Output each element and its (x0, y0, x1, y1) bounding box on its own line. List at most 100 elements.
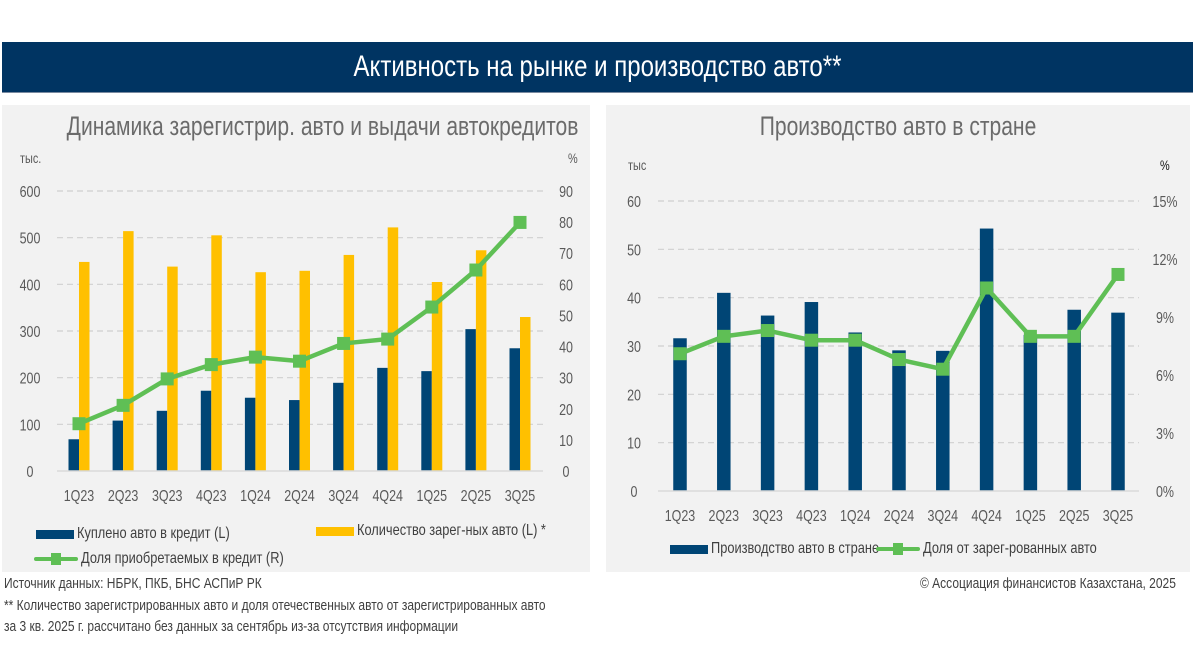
x-tick-label: 2Q23 (108, 488, 139, 506)
y2-tick-label: 0% (1156, 484, 1174, 502)
bar-navy (156, 410, 168, 471)
bar-navy (979, 228, 994, 492)
y2-axis-unit: % (568, 151, 578, 167)
line-marker (381, 332, 395, 346)
line-marker (293, 354, 306, 368)
y-tick-label: 60 (627, 194, 641, 212)
y-tick-label: 600 (20, 184, 41, 202)
x-tick-label: 4Q23 (796, 508, 827, 526)
y-tick-label: 50 (627, 242, 641, 260)
x-tick-label: 3Q23 (752, 508, 783, 526)
line-marker (469, 263, 483, 277)
line-marker (980, 281, 994, 295)
line-marker (513, 215, 527, 229)
bar-navy (804, 302, 819, 491)
chart-title: Динамика зарегистрир. авто и выдачи авто… (66, 111, 579, 141)
x-tick-label: 2Q24 (284, 488, 315, 506)
line-marker (116, 398, 130, 412)
y-tick-label: 0 (631, 484, 638, 502)
legend-label: Доля от зарег-рованных авто (923, 540, 1097, 557)
line-marker (425, 300, 439, 314)
bar-yellow (211, 235, 222, 471)
x-tick-label: 1Q23 (64, 488, 95, 506)
bar-yellow (431, 282, 443, 471)
bar-navy (717, 292, 731, 491)
legend-line-marker (34, 553, 78, 565)
chart-panel-production: Производство авто в стране (606, 105, 1190, 572)
legend-item-registered: Количество зарег-ных авто (L) * (316, 522, 593, 540)
y2-tick-label: 15% (1153, 194, 1178, 212)
legend-item-share-registered: Доля от зарег-рованных авто (876, 540, 1140, 558)
bar-navy (112, 420, 124, 471)
x-tick-label: 2Q23 (709, 508, 740, 526)
legend-item-production: Производство авто в стране (670, 540, 921, 558)
y-tick-label: 30 (627, 339, 641, 357)
x-tick-label: 2Q25 (461, 488, 492, 506)
y2-tick-label: 3% (1156, 426, 1174, 444)
x-tick-label: 3Q25 (505, 488, 536, 506)
y-tick-label: 100 (20, 417, 41, 435)
bar-yellow (299, 270, 310, 471)
x-tick-label: 3Q23 (152, 488, 183, 506)
line-marker (848, 333, 862, 347)
x-tick-label: 4Q23 (196, 488, 227, 506)
x-tick-label: 3Q24 (328, 488, 359, 506)
y2-tick-label: 9% (1156, 310, 1174, 328)
bar-yellow (475, 250, 487, 471)
bar-navy (1023, 334, 1038, 491)
bar-navy (1111, 312, 1125, 491)
x-tick-label: 1Q24 (840, 508, 871, 526)
legend-label: Куплено авто в кредит (L) (77, 525, 230, 542)
bar-yellow (387, 227, 399, 471)
line-marker (1067, 329, 1081, 343)
bar-navy (848, 332, 862, 491)
x-tick-label: 4Q24 (372, 488, 403, 506)
bar-navy (892, 350, 906, 491)
line-marker (160, 372, 174, 386)
bar-navy (936, 350, 950, 491)
y-tick-label: 500 (20, 230, 41, 248)
line-marker (717, 329, 731, 343)
bar-navy (333, 382, 344, 471)
header-banner: Активность на рынке и производство авто*… (2, 42, 1193, 93)
x-tick-label: 2Q24 (884, 508, 915, 526)
bar-yellow (79, 261, 90, 471)
x-tick-label: 4Q24 (971, 508, 1002, 526)
bar-yellow (123, 231, 134, 471)
legend-swatch (670, 544, 708, 554)
legend-item-share-credit: Доля приобретаемых в кредит (R) (34, 550, 334, 568)
page-title: Активность на рынке и производство авто*… (353, 50, 842, 83)
bar-navy (760, 315, 775, 491)
legend-item-credit: Куплено авто в кредит (L) (36, 525, 268, 543)
line-marker (1023, 329, 1037, 343)
bar-navy (68, 439, 79, 471)
bar-yellow (167, 266, 178, 471)
y2-tick-label: 12% (1153, 252, 1178, 270)
y-tick-label: 200 (20, 370, 41, 388)
bar-navy (377, 367, 388, 471)
y-axis-unit: тыс (628, 158, 646, 174)
bar-yellow (343, 254, 355, 471)
footnote: за 3 кв. 2025 г. рассчитано без данных з… (4, 618, 459, 635)
legend-label: Количество зарег-ных авто (L) * (357, 522, 546, 539)
y2-tick-label: 40 (559, 339, 573, 357)
line-marker (72, 417, 86, 431)
line-marker (204, 358, 218, 372)
y-tick-label: 40 (627, 290, 641, 308)
y2-tick-label: 50 (559, 308, 573, 326)
line-marker (936, 362, 950, 376)
legend-swatch (36, 529, 74, 539)
x-tick-label: 1Q25 (417, 488, 448, 506)
line-marker (248, 350, 262, 364)
footnote: ** Количество зарегистрированных авто и … (4, 597, 546, 614)
x-tick-label: 1Q24 (240, 488, 271, 506)
x-tick-label: 1Q25 (1015, 508, 1046, 526)
y2-tick-label: 80 (559, 215, 573, 233)
y2-tick-label: 20 (559, 401, 573, 419)
y2-tick-label: 30 (559, 370, 573, 388)
legend-label: Производство авто в стране (711, 540, 880, 557)
legend-label: Доля приобретаемых в кредит (R) (81, 550, 284, 567)
y2-tick-label: 60 (559, 277, 573, 295)
legend-swatch (316, 526, 354, 536)
